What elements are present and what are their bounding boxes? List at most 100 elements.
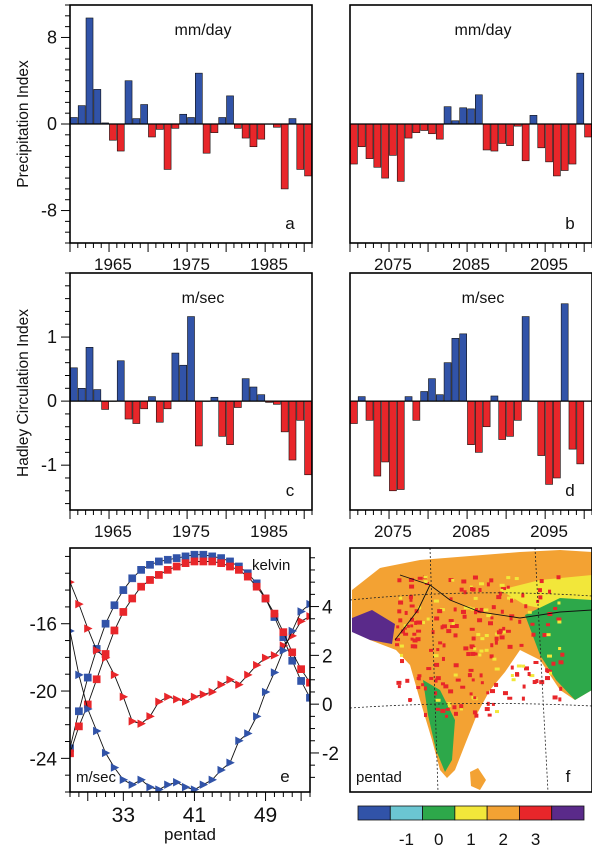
map-cell	[429, 648, 434, 652]
map-cell	[547, 612, 553, 617]
point-3-27	[70, 628, 75, 634]
point-3-28	[75, 670, 84, 680]
map-cell	[403, 626, 407, 630]
xtick-label-e: 49	[254, 804, 277, 827]
bar-a-1968	[132, 118, 141, 125]
bar-b-2098	[568, 123, 577, 165]
bar-a-1971	[155, 123, 164, 130]
point-3-33	[119, 775, 129, 784]
map-cell	[410, 624, 414, 628]
point-1-48	[252, 582, 261, 591]
map-cell	[509, 616, 513, 621]
point-2-27	[70, 579, 75, 585]
map-cell	[453, 663, 459, 668]
map-cell	[491, 702, 495, 706]
map-cell	[396, 680, 402, 685]
map-cell	[433, 654, 439, 658]
bar-c-1963	[93, 389, 102, 402]
map-cell	[410, 637, 414, 641]
map-cell	[557, 620, 562, 624]
map-cell	[443, 684, 449, 689]
bar-d-2078	[412, 400, 421, 421]
point-2-33	[119, 692, 129, 702]
bar-b-2089	[498, 123, 507, 144]
panel-letter-f: f	[566, 767, 571, 786]
xlabel-e: pentad	[164, 825, 216, 844]
map-cell	[463, 590, 467, 595]
map-cell	[516, 664, 522, 668]
point-2-36	[146, 712, 155, 721]
bar-d-2075	[389, 400, 397, 492]
bar-b-2082	[443, 106, 452, 125]
bar-b-2100	[584, 123, 592, 138]
point-3-39	[173, 778, 182, 787]
map-cell	[437, 609, 443, 614]
map-cell	[480, 681, 484, 685]
panel-letter-a: a	[285, 214, 295, 233]
panel-letter-d: d	[565, 481, 574, 500]
map-cell	[397, 578, 402, 583]
ytick-label-e-left: -16	[30, 615, 57, 636]
region-northwest	[352, 610, 395, 644]
map-cell	[399, 644, 404, 648]
bar-a-1990	[304, 123, 312, 177]
colorbar-swatch	[422, 805, 456, 821]
map-cell	[409, 584, 415, 589]
map-cell	[435, 707, 440, 711]
map-cell	[434, 662, 440, 667]
bar-c-1983	[249, 386, 258, 402]
map-cell	[412, 632, 417, 636]
map-cell	[434, 616, 440, 621]
map-cell	[417, 676, 421, 681]
map-cell	[453, 673, 458, 677]
map-cell	[558, 697, 562, 702]
map-cell	[539, 579, 544, 584]
point-3-48	[253, 712, 262, 721]
point-2-49	[261, 653, 271, 662]
map-cell	[448, 689, 454, 694]
xtick-label-b: 2095	[530, 255, 568, 274]
point-0-42	[199, 550, 208, 559]
bar-c-1987	[280, 400, 289, 433]
map-cell	[525, 586, 531, 590]
map-cell	[417, 576, 423, 580]
map-gridline	[350, 703, 592, 709]
point-1-30	[92, 675, 101, 684]
bar-d-2095	[545, 400, 553, 485]
map-cell	[529, 594, 533, 598]
map-cell	[460, 609, 466, 614]
bar-b-2094	[537, 123, 546, 149]
series-line-1	[70, 561, 310, 754]
map-cell	[545, 633, 551, 637]
bar-d-2099	[576, 400, 585, 465]
ytick-label-c: -1	[41, 455, 57, 475]
map-area	[350, 548, 592, 792]
map-cell	[473, 596, 478, 600]
point-2-46	[235, 680, 244, 689]
bar-b-2084	[459, 107, 467, 125]
bar-c-1990	[304, 400, 312, 476]
bar-a-1980	[226, 95, 234, 125]
point-2-29	[84, 624, 93, 633]
point-2-44	[217, 680, 226, 689]
point-3-44	[217, 765, 226, 775]
point-1-43	[208, 557, 217, 566]
bar-d-2070	[350, 400, 358, 424]
map-cell	[474, 713, 479, 718]
map-cell	[529, 674, 535, 678]
panel-d: 2075 2085 2095 m/sec d	[349, 272, 592, 541]
map-cell	[466, 652, 471, 657]
map-cell	[423, 580, 428, 584]
map-gridline	[534, 548, 549, 792]
map-cell	[531, 632, 536, 637]
colorbar-tick-label: 3	[531, 830, 540, 849]
map-cell	[397, 685, 401, 689]
point-3-54	[306, 599, 310, 609]
point-1-46	[235, 566, 243, 574]
point-1-52	[288, 648, 297, 657]
colorbar-swatch	[551, 805, 585, 821]
map-cell	[395, 638, 401, 642]
point-3-38	[164, 780, 173, 789]
point-3-51	[279, 646, 289, 655]
colorbar-tick-label: 2	[499, 830, 508, 849]
